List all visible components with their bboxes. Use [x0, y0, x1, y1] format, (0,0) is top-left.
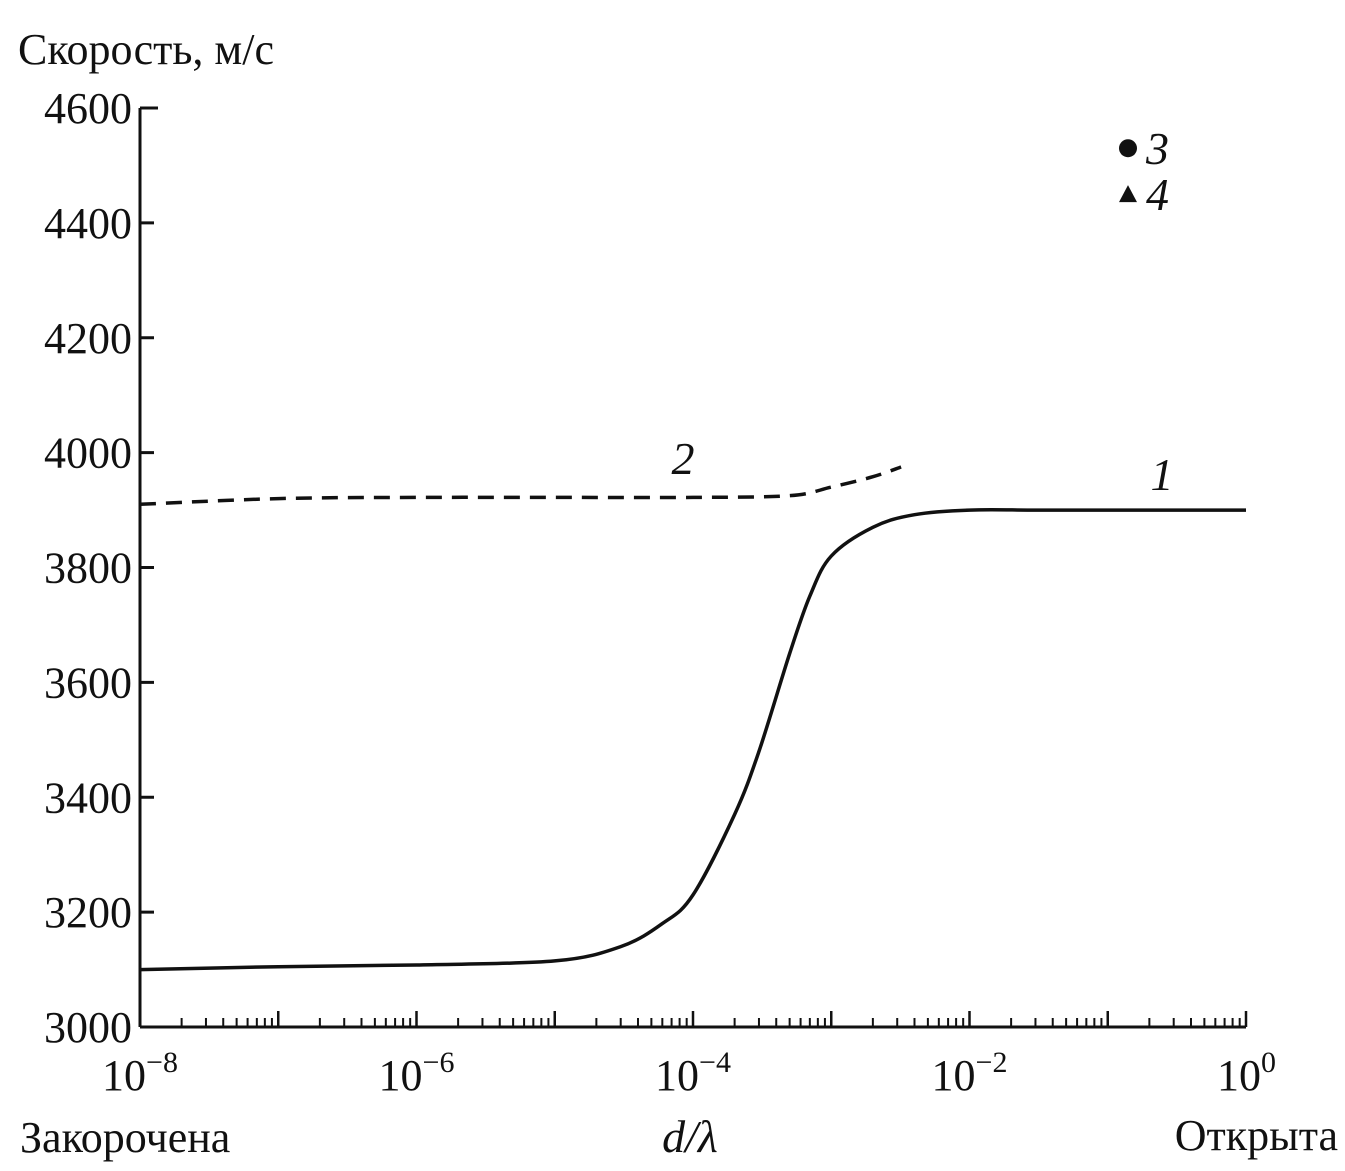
axes [138, 106, 1248, 1029]
series-2-line [139, 465, 902, 507]
y-tick-label: 3600 [44, 658, 132, 707]
y-tick-label: 3200 [44, 888, 132, 937]
y-tick-label: 4200 [44, 314, 132, 363]
marker-4-label: 4 [1146, 169, 1169, 220]
marker-4-triangle [1119, 185, 1137, 203]
y-tick-labels: 3000 3200 3400 3600 3800 4000 4200 4400 4600 [44, 84, 132, 1052]
marker-3-label: 3 [1145, 123, 1169, 174]
x-right-annotation: Открыта [1175, 1111, 1338, 1160]
x-tick-label: 100 [1217, 1046, 1276, 1100]
y-tick-label: 4400 [44, 199, 132, 248]
y-tick-label: 4000 [44, 429, 132, 478]
y-tick-label: 4600 [44, 84, 132, 133]
x-left-annotation: Закорочена [20, 1113, 230, 1162]
y-tick-label: 3000 [44, 1003, 132, 1052]
series-1-label: 1 [1151, 449, 1174, 500]
series-layer: 12 [139, 433, 1246, 972]
y-tick-label: 3800 [44, 544, 132, 593]
x-tick-label: 10−4 [655, 1046, 731, 1100]
x-tick-label: 10−6 [379, 1046, 455, 1100]
series-2-label: 2 [672, 433, 695, 484]
series-1-line [139, 507, 1246, 972]
y-axis-label: Скорость, м/с [18, 25, 274, 74]
x-tick-label: 10−2 [932, 1046, 1008, 1100]
x-tick-labels: 10−8 10−6 10−4 10−2 100 [102, 1046, 1276, 1100]
x-tick-label: 10−8 [102, 1046, 178, 1100]
y-tick-label: 3400 [44, 773, 132, 822]
legend-markers: 34 [1119, 123, 1169, 220]
x-axis-label: d/λ [662, 1111, 718, 1162]
marker-3-circle [1119, 139, 1137, 158]
